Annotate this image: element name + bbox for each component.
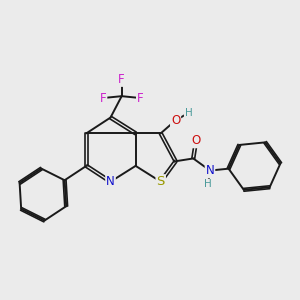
Text: F: F — [100, 92, 106, 104]
Text: O: O — [191, 134, 201, 147]
Text: O: O — [171, 114, 180, 127]
Text: H: H — [204, 179, 212, 190]
Text: N: N — [206, 164, 214, 177]
Text: N: N — [106, 175, 115, 188]
Text: H: H — [185, 108, 193, 118]
Text: F: F — [118, 73, 125, 86]
Text: F: F — [137, 92, 144, 104]
Text: S: S — [157, 175, 165, 188]
